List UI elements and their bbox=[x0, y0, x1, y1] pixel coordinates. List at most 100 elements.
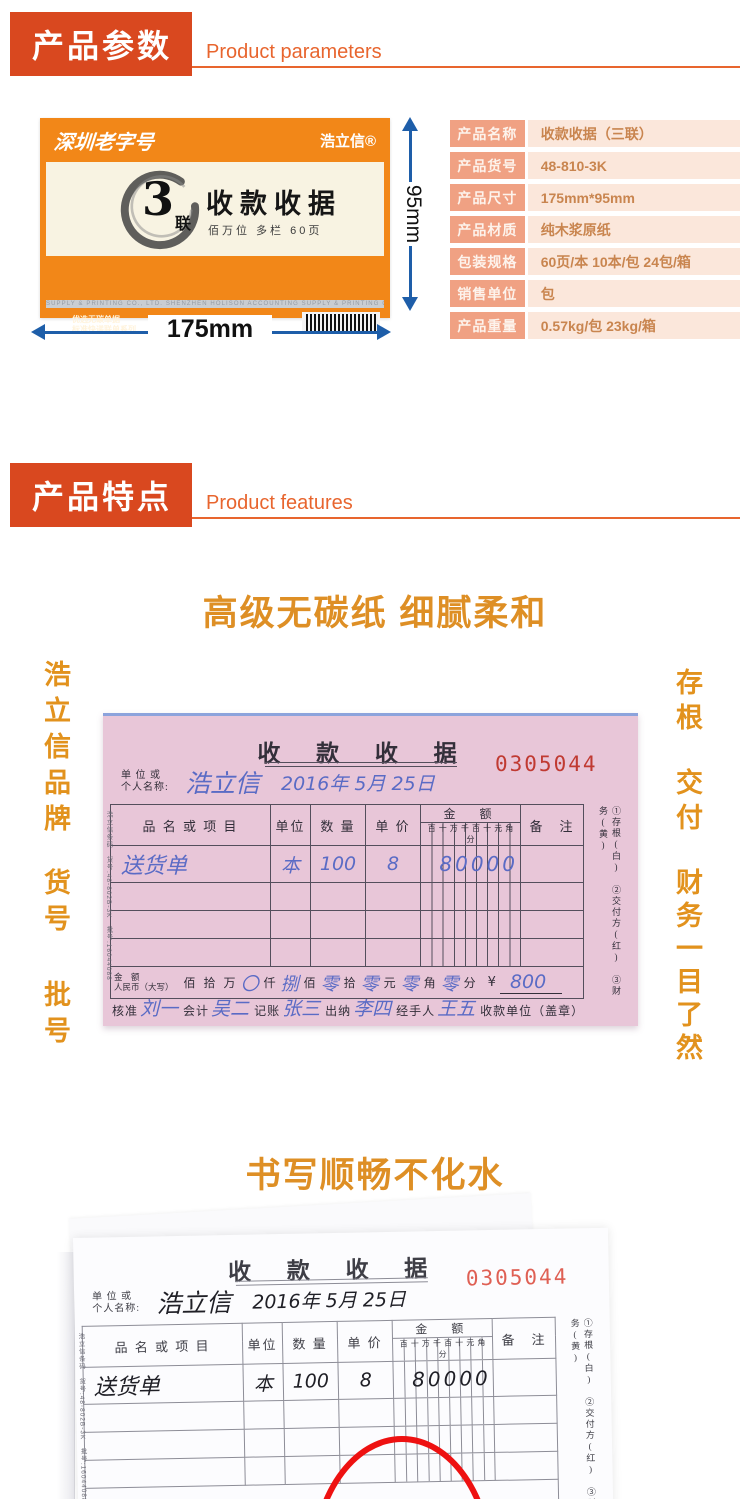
series-line1: 优选无碳单据 bbox=[72, 315, 120, 324]
col-header-qty: 数 量 bbox=[310, 804, 366, 846]
empty-cell bbox=[284, 1427, 340, 1457]
param-label: 产品尺寸 bbox=[450, 184, 525, 211]
parameters-table: 产品名称 收款收据（三联） 产品货号 48-810-3K 产品尺寸 175mm*… bbox=[450, 120, 740, 344]
param-value: 48-810-3K bbox=[527, 152, 740, 179]
section-divider-line bbox=[10, 66, 740, 68]
cell-price: 8 bbox=[337, 1361, 394, 1400]
col-header-item: 品 名 或 项 目 bbox=[110, 804, 271, 846]
param-label: 产品重量 bbox=[450, 312, 525, 339]
receipt-serial-number: 0305044 bbox=[465, 1264, 569, 1291]
cover-center: 3 联 收款收据 佰万位 多栏 60页 SUPPLY & PRINTING CO… bbox=[46, 162, 390, 359]
sig-label: 出纳 bbox=[325, 1004, 352, 1018]
arrow-left-icon bbox=[31, 324, 45, 340]
height-dimension-label: 95mm bbox=[401, 182, 425, 246]
payer-label-line1: 单 位 或 bbox=[121, 770, 161, 781]
param-value: 纯木浆原纸 bbox=[527, 216, 740, 243]
currency-symbol: ¥ bbox=[487, 975, 496, 990]
caps-written: 零 bbox=[400, 973, 419, 995]
cell-remark bbox=[492, 1358, 557, 1397]
section-header-parameters: 产品参数 Product parameters bbox=[10, 12, 740, 76]
caps-printed: 角 bbox=[423, 976, 436, 990]
empty-cell bbox=[338, 1398, 395, 1428]
barcode-label: 内部条码（包） bbox=[292, 337, 390, 350]
receipt-photo-white: 收 款 收 据 0305044 单 位 或 个人名称: 浩立信 2016年 5月… bbox=[73, 1227, 614, 1499]
empty-cell bbox=[310, 882, 366, 911]
empty-cell bbox=[365, 910, 421, 939]
cover-blank-fields: 自第 号起至第 号 年 月 日至 年 月 日 bbox=[54, 349, 341, 359]
cell-item: 送货单 bbox=[110, 845, 271, 883]
empty-cell bbox=[244, 1428, 285, 1458]
barcode-icon bbox=[302, 312, 380, 334]
caps-written: 捌 bbox=[280, 973, 299, 995]
empty-cell bbox=[365, 938, 421, 967]
arrow-down-icon bbox=[402, 297, 418, 311]
caps-written: 〇 bbox=[240, 973, 259, 995]
cell-remark bbox=[520, 845, 584, 883]
empty-cell bbox=[270, 938, 311, 967]
empty-cell bbox=[420, 938, 521, 967]
empty-cell bbox=[310, 910, 366, 939]
receipt-photo-pink: 收 款 收 据 0305044 单 位 或 个人名称: 浩立信 2016年 5月… bbox=[103, 713, 638, 1026]
section-divider-line bbox=[10, 517, 740, 519]
payer-label-line1: 单 位 或 bbox=[92, 1290, 133, 1303]
table-row: 产品尺寸 175mm*95mm bbox=[450, 184, 740, 211]
empty-cell bbox=[520, 882, 584, 911]
empty-cell bbox=[243, 1400, 285, 1430]
copy-colors-note: ①存根(白) ②交付方(红) ③财务(黄) bbox=[569, 1318, 597, 1499]
signature: 收款单位（盖章） bbox=[480, 1002, 584, 1019]
side-label-delivery: 交付 bbox=[672, 768, 702, 838]
empty-cell bbox=[365, 882, 421, 911]
amount-digit-headers: 百十万千百十元角分 bbox=[392, 1336, 493, 1362]
col-header-qty: 数 量 bbox=[282, 1321, 338, 1364]
param-label: 产品名称 bbox=[450, 120, 525, 147]
empty-cell bbox=[393, 1396, 495, 1427]
cover-top-bar: 深圳老字号 浩立信® bbox=[40, 118, 390, 162]
payer-label-line2: 个人名称: bbox=[92, 1302, 141, 1315]
caps-printed: 仟 bbox=[263, 976, 276, 990]
brand-calligraphy: 深圳老字号 bbox=[53, 129, 155, 154]
caps-label-line1: 金 额 bbox=[114, 972, 140, 982]
table-row: 产品名称 收款收据（三联） bbox=[450, 120, 740, 147]
col-header-amount: 金 额 bbox=[392, 1318, 493, 1339]
table-row: 产品货号 48-810-3K bbox=[450, 152, 740, 179]
payer-label: 单 位 或 个人名称: bbox=[92, 1291, 140, 1316]
empty-cell bbox=[494, 1423, 558, 1453]
amount-digit-headers: 百十万千百十元角分 bbox=[420, 822, 521, 846]
col-header-remark: 备 注 bbox=[520, 804, 584, 846]
param-label: 产品货号 bbox=[450, 152, 525, 179]
section-title-en: Product parameters bbox=[206, 41, 382, 63]
brand-logo: 浩立信® bbox=[319, 132, 376, 150]
cell-item: 送货单 bbox=[82, 1364, 244, 1405]
param-label: 销售单位 bbox=[450, 280, 525, 307]
empty-cell bbox=[520, 938, 584, 967]
date-handwritten: 2016年 5月 25日 bbox=[281, 773, 435, 795]
receipt-serial-number: 0305044 bbox=[495, 752, 598, 776]
col-header-unit: 单位 bbox=[270, 804, 311, 846]
caps-written: 零 bbox=[320, 973, 339, 995]
side-label-item-no: 货号 bbox=[40, 868, 70, 940]
width-dimension-label: 175mm bbox=[148, 315, 272, 344]
caps-printed: 佰 bbox=[303, 976, 316, 990]
copies-unit: 联 bbox=[175, 216, 192, 233]
empty-cell bbox=[420, 882, 521, 911]
arrow-right-icon bbox=[377, 324, 391, 340]
signature: 出纳 李四 bbox=[325, 994, 391, 1021]
param-value: 175mm*95mm bbox=[527, 184, 740, 211]
feature-heading-paper: 高级无碳纸 细腻柔和 bbox=[202, 594, 548, 633]
sig-name: 张三 bbox=[282, 998, 321, 1020]
col-header-price: 单 价 bbox=[337, 1320, 393, 1363]
param-label: 产品材质 bbox=[450, 216, 525, 243]
cover-product-title: 收款收据 bbox=[206, 189, 342, 219]
empty-cell bbox=[83, 1401, 245, 1433]
amount-in-words-row: 金 额 人民币（大写） 佰 拾 万 〇 仟 捌 佰 零 拾 零 元 零 角 bbox=[110, 966, 584, 999]
cell-amount: 80000 bbox=[420, 845, 521, 883]
caps-printed: 元 bbox=[383, 976, 396, 990]
sig-name: 吴二 bbox=[211, 998, 250, 1020]
cell-qty: 100 bbox=[282, 1362, 339, 1401]
empty-cell bbox=[310, 938, 366, 967]
empty-cell bbox=[420, 910, 521, 939]
empty-cell bbox=[270, 882, 311, 911]
sig-name: 王五 bbox=[437, 998, 476, 1020]
section-title-en: Product features bbox=[206, 492, 353, 514]
